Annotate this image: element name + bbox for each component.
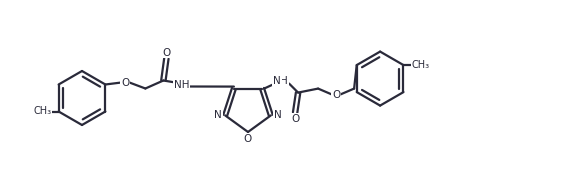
Text: O: O (244, 134, 252, 144)
Text: O: O (332, 90, 340, 100)
Text: NH: NH (174, 80, 189, 89)
Text: N: N (274, 110, 282, 120)
Text: CH₃: CH₃ (411, 60, 429, 70)
Text: O: O (162, 48, 170, 57)
Text: N: N (214, 110, 222, 120)
Text: N: N (273, 76, 281, 86)
Text: CH₃: CH₃ (34, 107, 52, 117)
Text: O: O (121, 77, 130, 87)
Text: H: H (280, 76, 288, 86)
Text: O: O (291, 113, 299, 124)
